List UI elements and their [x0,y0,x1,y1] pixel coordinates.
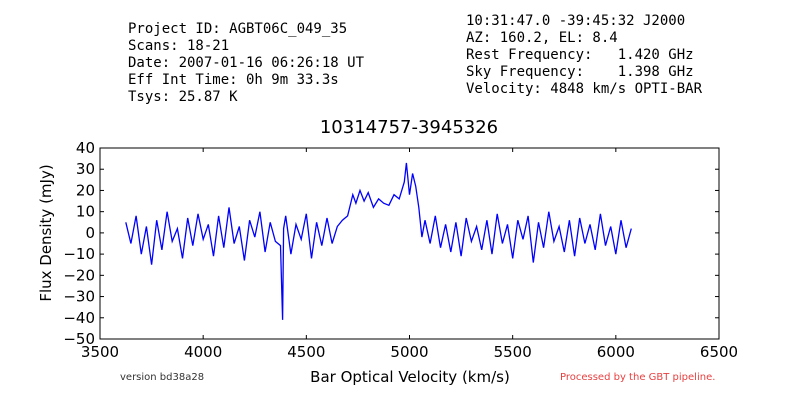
y-tick-label: −50 [63,330,95,348]
tsys-text: Tsys: 25.87 K [128,89,238,105]
y-tick-label: −40 [63,309,95,327]
x-tick-label: 6500 [700,343,738,361]
y-tick-label: −20 [63,266,95,284]
y-tick-label: 20 [76,181,95,199]
coordinates-text: 10:31:47.0 -39:45:32 J2000 [466,13,686,29]
x-tick-label: 3500 [81,343,119,361]
y-tick-label: 0 [85,224,95,242]
velocity-text: Velocity: 4848 km/s OPTI-BAR [466,81,703,97]
y-axis-label: Flux Density (mJy) [37,164,55,301]
y-tick-label: 30 [76,160,95,178]
eff-int-time-text: Eff Int Time: 0h 9m 33.3s [128,72,339,88]
x-tick-label: 5000 [390,343,428,361]
x-axis-label: Bar Optical Velocity (km/s) [310,368,510,386]
scans-text: Scans: 18-21 [128,38,230,54]
x-tick-label: 6000 [597,343,635,361]
chart-title: 10314757-3945326 [320,117,498,138]
y-tick-label: −30 [63,288,95,306]
y-tick-label: −10 [63,245,95,263]
y-tick-label: 10 [76,203,95,221]
version-text: version bd38a28 [120,372,204,383]
sky-frequency-text: Sky Frequency: 1.398 GHz [466,64,694,80]
plot-area: 3500 4000 4500 5000 5500 6000 6500 −50 −40 −30 −20… [63,139,738,361]
project-id-text: Project ID: AGBT06C_049_35 [128,21,348,37]
spectrum-line-0 [125,162,632,320]
date-text: Date: 2007-01-16 06:26:18 UT [128,55,365,71]
az-el-text: AZ: 160.2, EL: 8.4 [466,30,618,46]
x-tick-label: 5500 [494,343,532,361]
pipeline-text: Processed by the GBT pipeline. [560,372,715,383]
x-tick-label: 4500 [287,343,325,361]
x-tick-label: 4000 [184,343,222,361]
y-tick-label: 40 [76,139,95,157]
rest-frequency-text: Rest Frequency: 1.420 GHz [466,47,694,63]
